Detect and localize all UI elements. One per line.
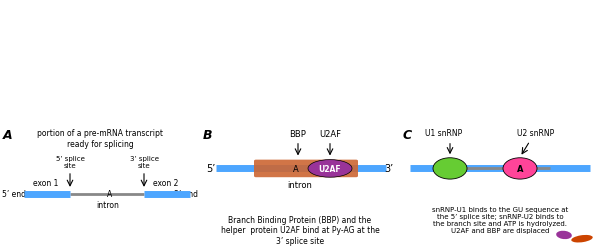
Text: exon 1: exon 1 — [34, 178, 59, 188]
Text: C: C — [403, 129, 412, 142]
Ellipse shape — [571, 235, 593, 242]
Text: A: A — [293, 164, 299, 173]
Text: BBP: BBP — [290, 130, 307, 139]
Text: intron: intron — [287, 180, 313, 189]
Text: 3’: 3’ — [385, 164, 394, 174]
Text: 3’ end: 3’ end — [174, 189, 198, 198]
Text: A: A — [517, 164, 523, 173]
Text: exon 2: exon 2 — [154, 178, 179, 188]
Text: 5’: 5’ — [206, 164, 215, 174]
Text: Branch Binding Protein (BBP) and the
helper  protein U2AF bind at Py-AG at the
3: Branch Binding Protein (BBP) and the hel… — [221, 215, 379, 245]
Ellipse shape — [556, 231, 572, 239]
Text: A: A — [107, 189, 113, 198]
Text: U4/U6: U4/U6 — [111, 248, 137, 250]
Text: 5’ end: 5’ end — [2, 189, 26, 198]
FancyBboxPatch shape — [254, 160, 358, 178]
Text: U2AF: U2AF — [319, 164, 341, 173]
Text: intron: intron — [97, 200, 119, 209]
Text: U2AF: U2AF — [319, 130, 341, 139]
Text: 3’ splice
site: 3’ splice site — [130, 156, 158, 169]
Text: U1 snRNP: U1 snRNP — [425, 128, 463, 138]
Ellipse shape — [308, 160, 352, 178]
Text: portion of a pre-mRNA transcript
ready for splicing: portion of a pre-mRNA transcript ready f… — [37, 129, 163, 148]
Text: U2 snRNP: U2 snRNP — [517, 128, 554, 138]
Circle shape — [503, 158, 537, 180]
Text: B: B — [203, 129, 212, 142]
Circle shape — [433, 158, 467, 180]
Text: snRNP-U1 binds to the GU sequence at
the 5’ splice site; snRNP-U2 binds to
the b: snRNP-U1 binds to the GU sequence at the… — [432, 206, 568, 233]
Text: A: A — [3, 129, 13, 142]
Text: 5’ splice
site: 5’ splice site — [56, 156, 85, 169]
